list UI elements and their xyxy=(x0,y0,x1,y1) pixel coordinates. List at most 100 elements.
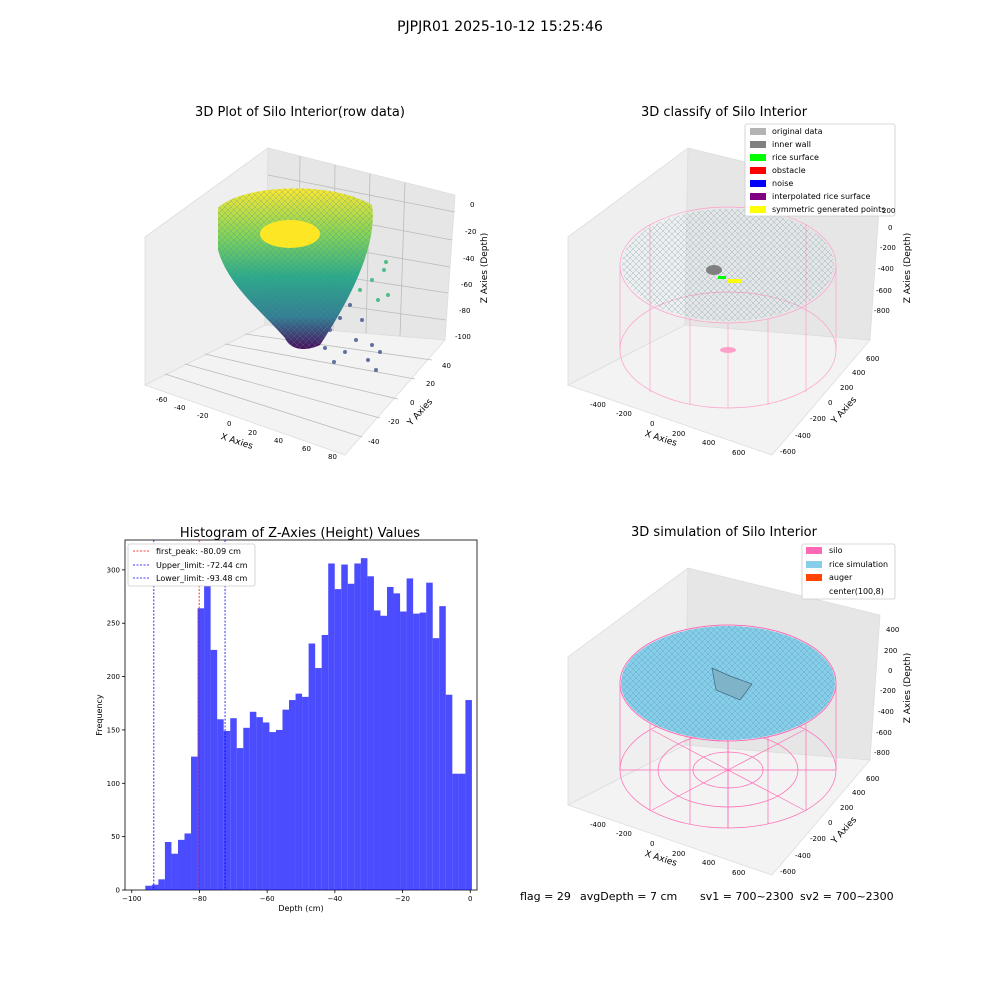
histogram-bar xyxy=(432,638,440,890)
histogram-bar xyxy=(445,694,453,890)
classify-panel: 3D classify of Silo Interior original da… xyxy=(566,105,913,457)
simulation-panel: 3D simulation of Silo Interior silo xyxy=(566,525,913,877)
histogram-bar xyxy=(262,722,270,890)
classify-z-tick: 200 xyxy=(882,207,895,215)
simulation-panel-title: 3D simulation of Silo Interior xyxy=(631,525,818,540)
histogram-bar xyxy=(354,563,361,890)
simulation-y-tick-labels: -600 -400 -200 0 200 400 600 xyxy=(780,775,879,876)
raw-zlabel: Z Axies (Depth) xyxy=(480,233,490,304)
simulation-legend-box xyxy=(801,543,896,600)
simulation-z-tick-labels: 400 200 0 -200 -400 -600 -800 xyxy=(874,626,899,757)
histogram-bar xyxy=(380,615,388,890)
simulation-x-tick: 400 xyxy=(702,859,715,867)
simulation-y-tick: 600 xyxy=(866,775,879,783)
histogram-x-tick-label: −20 xyxy=(395,895,410,903)
classify-y-tick: 200 xyxy=(840,384,853,392)
sv2-text: sv2 = 700~2300 xyxy=(800,890,894,903)
histogram-x-tick-label: −60 xyxy=(260,895,275,903)
raw-z-tick: -100 xyxy=(455,333,471,341)
histogram-bar xyxy=(184,833,192,890)
simulation-y-tick: 200 xyxy=(840,804,853,812)
raw-z-tick: -60 xyxy=(461,281,472,289)
classify-y-tick: -400 xyxy=(795,432,811,440)
histogram-bar xyxy=(367,576,374,890)
simulation-y-tick: -400 xyxy=(795,852,811,860)
classify-y-tick: 600 xyxy=(866,355,879,363)
histogram-y-tick-label: 200 xyxy=(107,673,120,681)
histogram-bar xyxy=(151,884,159,890)
flag-text: flag = 29 xyxy=(520,890,571,903)
histogram-bar xyxy=(308,643,316,890)
histogram-bar xyxy=(315,668,322,890)
simulation-x-tick: 600 xyxy=(732,869,745,877)
histogram-bar xyxy=(419,612,427,890)
classify-legend-swatch xyxy=(750,193,766,200)
simulation-y-tick: 0 xyxy=(828,819,832,827)
classify-x-tick: 600 xyxy=(732,449,745,457)
simulation-x-tick: -200 xyxy=(616,830,632,838)
classify-x-tick: -400 xyxy=(590,401,606,409)
classify-legend: original data inner wall rice surface ob… xyxy=(744,123,896,217)
histogram-bar xyxy=(334,589,342,890)
classify-x-tick: 0 xyxy=(650,420,654,428)
histogram-bar xyxy=(204,583,211,890)
simulation-legend-swatch xyxy=(806,561,822,568)
classify-legend-label: original data xyxy=(772,127,823,136)
histogram-y-tick-label: 150 xyxy=(107,726,120,734)
classify-legend-swatch xyxy=(750,180,766,187)
histogram-bar xyxy=(164,841,172,890)
raw-y-tick: -20 xyxy=(388,418,399,426)
simulation-z-tick: 400 xyxy=(886,626,899,634)
simulation-z-tick: 200 xyxy=(884,647,897,655)
histogram-bar xyxy=(256,717,263,890)
classify-z-tick: -400 xyxy=(878,265,894,273)
simulation-legend-label: center(100,8) xyxy=(829,587,884,596)
histogram-bar xyxy=(413,613,420,890)
raw-x-tick-labels: -60 -40 -20 0 20 40 60 80 xyxy=(156,396,337,461)
histogram-reference-lines xyxy=(153,540,226,890)
classify-legend-label: noise xyxy=(772,179,793,188)
histogram-bar xyxy=(302,696,309,890)
simulation-z-tick: -200 xyxy=(880,687,896,695)
histogram-x-tick-label: 0 xyxy=(468,895,472,903)
histogram-bar xyxy=(269,732,276,890)
histogram-bar xyxy=(360,558,368,890)
simulation-x-tick: 0 xyxy=(650,840,654,848)
classify-y-tick-labels: -600 -400 -200 0 200 400 600 xyxy=(780,355,879,456)
simulation-zlabel: Z Axies (Depth) xyxy=(903,653,913,724)
classify-x-tick: 200 xyxy=(672,430,685,438)
histogram-bar xyxy=(145,885,152,890)
classify-panel-title: 3D classify of Silo Interior xyxy=(641,105,808,120)
classify-x-tick-labels: -400 -200 0 200 400 600 xyxy=(590,401,745,457)
histogram-y-tick-label: 0 xyxy=(116,887,120,895)
raw-z-tick-labels: 0 -20 -40 -60 -80 -100 xyxy=(455,201,476,341)
classify-ylabel: Y Axies xyxy=(829,395,859,427)
classify-legend-label: interpolated rice surface xyxy=(772,192,870,201)
simulation-x-tick: 200 xyxy=(672,850,685,858)
simulation-y-tick: 400 xyxy=(852,789,865,797)
raw-y-tick: 0 xyxy=(410,399,414,407)
classify-legend-label: inner wall xyxy=(772,140,811,149)
histogram-bar xyxy=(249,711,257,890)
histogram-bar xyxy=(426,582,433,890)
simulation-legend-swatch xyxy=(806,574,822,581)
histogram-bar xyxy=(400,611,407,890)
histogram-bars xyxy=(145,558,472,890)
classify-legend-swatch xyxy=(750,206,766,213)
simulation-x-tick: -400 xyxy=(590,821,606,829)
raw-data-panel: 3D Plot of Silo Interior(row data) xyxy=(143,105,490,461)
classify-legend-label: symmetric generated points xyxy=(772,205,885,214)
simulation-legend-label: silo xyxy=(829,546,843,555)
raw-x-tick: 60 xyxy=(302,445,311,453)
raw-x-tick: 40 xyxy=(274,437,283,445)
histogram-bar xyxy=(373,610,381,890)
classify-z-tick: -600 xyxy=(876,287,892,295)
histogram-x-tick-label: −80 xyxy=(192,895,207,903)
classify-z-tick: 0 xyxy=(888,224,892,232)
legend-label-upper-limit: Upper_limit: -72.44 cm xyxy=(156,561,248,570)
histogram-bar xyxy=(289,700,296,890)
raw-z-tick: -20 xyxy=(465,228,476,236)
histogram-bar xyxy=(236,748,244,890)
histogram-bar xyxy=(223,731,231,890)
histogram-bar xyxy=(217,719,224,890)
